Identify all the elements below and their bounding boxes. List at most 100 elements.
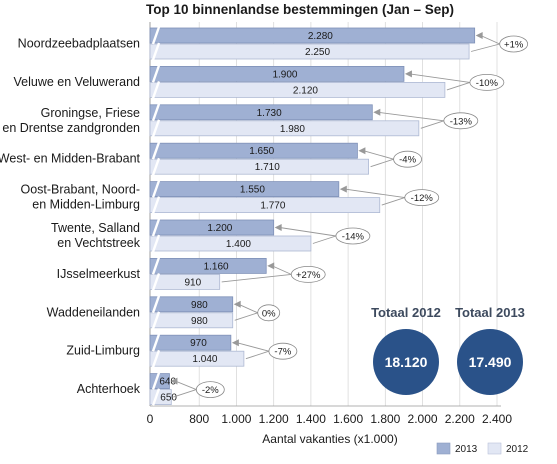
axis-break-mark: [151, 119, 161, 138]
total-2013-value: 17.490: [469, 354, 512, 370]
category-label: Oost-Brabant, Noord-: [21, 183, 141, 197]
category-label: Veluwe en Veluwerand: [14, 75, 141, 89]
bar-2013: [149, 181, 340, 198]
change-arrow: [344, 188, 405, 199]
change-label: 0%: [262, 308, 276, 319]
change-badge: [257, 304, 281, 322]
total-2012-value: 18.120: [385, 354, 428, 370]
legend-swatch-2013: [436, 442, 451, 455]
change-arrowhead: [267, 262, 275, 270]
change-badge: [268, 342, 298, 360]
axis-break-mark: [151, 157, 161, 176]
value-label-2012: 1.770: [260, 201, 285, 212]
change-badge: [393, 150, 422, 168]
axis-break-mark: [151, 349, 161, 368]
change-arrowhead: [404, 70, 412, 78]
labels: 0 800 1.000 1.200 1.400 1.600 1.800 2.000 2.200 2…: [0, 31, 529, 426]
change-arrow: [234, 312, 258, 321]
x-tick-label: 1.400: [296, 412, 326, 426]
axis-break-mark: [151, 295, 161, 314]
change-badge: [335, 227, 371, 245]
change-arrow: [470, 43, 500, 52]
change-badge: [469, 74, 505, 91]
category-label: Groningse, Friese: [41, 106, 140, 120]
change-arrow: [370, 158, 394, 168]
value-label-2012: 910: [185, 277, 202, 288]
change-arrow: [381, 197, 405, 206]
value-label-2013: 1.200: [207, 223, 232, 234]
change-arrowhead: [373, 108, 381, 116]
bar-2012: [149, 273, 221, 290]
category-label: en Vechtstreek: [57, 236, 140, 250]
change-label: -10%: [476, 78, 499, 89]
value-label-2013: 1.160: [204, 261, 229, 272]
chart-title: Top 10 binnenlandse bestemmingen (Jan – …: [146, 2, 454, 17]
bar-2012: [149, 158, 369, 175]
value-label-2012: 650: [160, 393, 177, 404]
change-arrowhead: [231, 339, 239, 347]
legend-label-2013: 2013: [455, 444, 478, 455]
category-label: Zuid-Limburg: [66, 344, 140, 358]
value-label-2013: 980: [191, 300, 208, 311]
bars: [149, 26, 476, 406]
change-label: -4%: [399, 155, 416, 166]
change-arrow: [446, 81, 471, 91]
value-label-2013: 1.650: [249, 146, 274, 157]
bar-2012: [149, 82, 446, 98]
bar-2013: [149, 66, 405, 82]
axis-break-mark: [151, 81, 161, 99]
total-2012-circle: [373, 329, 439, 395]
value-label-2013: 1.900: [272, 69, 297, 80]
change-badge: [443, 112, 479, 130]
change-badge: [290, 265, 326, 283]
total-2012-label: Totaal 2012: [371, 305, 441, 320]
category-label: IJsselmeerkust: [57, 267, 141, 281]
x-tick-label: 2.200: [445, 412, 475, 426]
value-label-2012: 980: [191, 316, 208, 327]
total-2013-circle: [457, 329, 523, 395]
category-label: West- en Midden-Brabant: [0, 152, 141, 166]
value-label-2012: 2.250: [305, 47, 330, 58]
axis-break-mark: [151, 26, 161, 45]
bar-2012: [149, 197, 381, 214]
change-arrowhead: [170, 377, 178, 385]
change-label: +1%: [504, 40, 524, 51]
change-arrow: [480, 35, 500, 45]
change-arrow: [363, 150, 394, 160]
axis-break-mark: [151, 333, 161, 352]
category-label: en Drentse zandgronden: [2, 121, 140, 135]
x-tick-label: 2.000: [408, 412, 438, 426]
category-label: Twente, Salland: [51, 221, 140, 235]
x-tick-label: 800: [189, 412, 209, 426]
change-arrowhead: [475, 32, 483, 39]
value-label-2013: 1.730: [257, 108, 282, 119]
axis-break-mark: [151, 388, 161, 406]
change-arrow: [420, 120, 444, 129]
totals-2013: Totaal 2013 17.490: [455, 305, 525, 395]
x-tick-label: 2.400: [482, 412, 512, 426]
axis-break-mark: [151, 103, 161, 122]
axis-break-mark: [151, 42, 161, 61]
axis-break-mark: [151, 141, 161, 160]
bar-2013: [149, 334, 232, 351]
change-label: -13%: [450, 116, 473, 127]
total-2013-label: Totaal 2013: [455, 305, 525, 320]
change-arrow: [238, 303, 258, 314]
change-badge: [499, 35, 529, 53]
x-tick-label: 1.600: [333, 412, 363, 426]
change-badge: [404, 189, 440, 207]
change-label: -14%: [342, 232, 365, 243]
change-badge: [195, 381, 225, 399]
value-label-2013: 970: [190, 338, 207, 349]
category-label: Noordzeebadplaatsen: [18, 37, 140, 51]
change-arrow: [279, 227, 336, 237]
change-arrowhead: [233, 300, 241, 308]
axis-break-mark: [151, 65, 161, 83]
value-label-2013: 640: [159, 377, 176, 388]
change-arrowhead: [339, 185, 347, 193]
legend: 2013 2012: [436, 442, 529, 455]
legend-label-2012: 2012: [506, 444, 529, 455]
axis-break-mark: [151, 218, 161, 237]
totals-2012: Totaal 2012 18.120: [371, 305, 441, 395]
